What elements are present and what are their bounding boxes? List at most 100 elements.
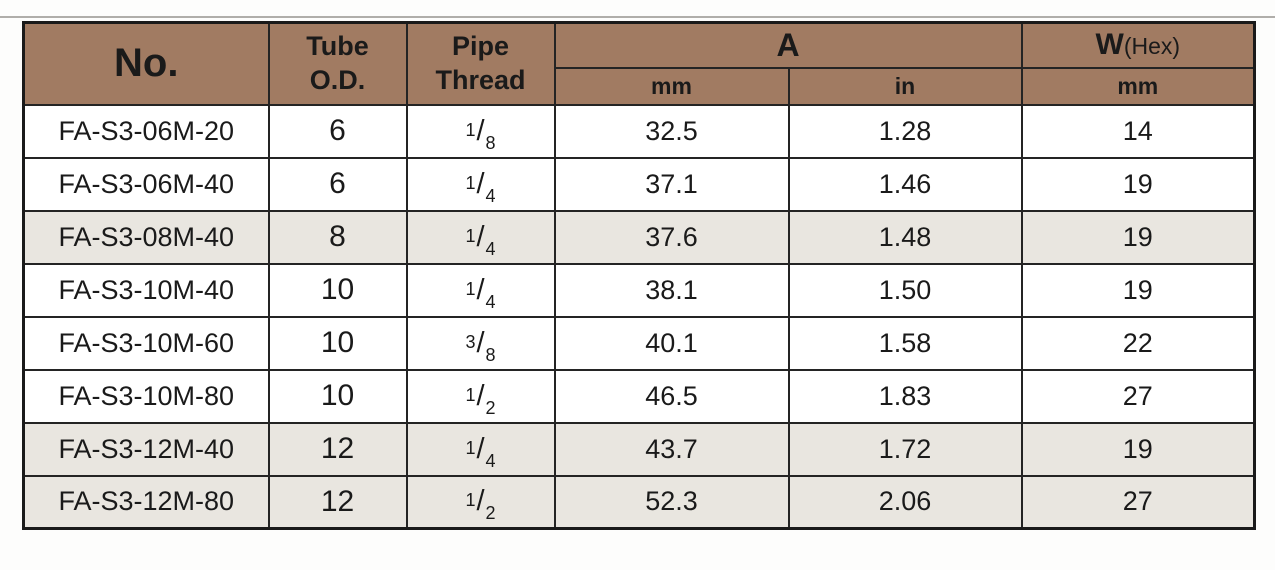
w-mm-cell: 19: [1020, 156, 1256, 212]
thread-denominator: 4: [485, 291, 496, 312]
a-in-cell: 1.48: [787, 209, 1023, 265]
w-mm-cell: 19: [1020, 262, 1256, 318]
part-number-cell: FA-S3-10M-80: [22, 368, 270, 424]
tube-od-cell: 12: [267, 474, 408, 530]
col-header-pipe-thread: Pipe Thread: [405, 21, 556, 106]
col-header-tube-od-line2: O.D.: [309, 64, 366, 95]
table-row: FA-S3-10M-40 10 1/4 38.1 1.50 19: [22, 262, 1256, 318]
part-number-cell: FA-S3-12M-40: [22, 421, 270, 477]
thread-slash: /: [476, 220, 485, 253]
col-header-pipe-thread-line1: Pipe: [451, 31, 510, 61]
spec-table: No. Tube O.D. Pipe Thread A W(Hex) mm in…: [22, 21, 1257, 530]
thread-slash: /: [476, 167, 485, 200]
w-mm-cell: 22: [1020, 315, 1256, 371]
thread-slash: /: [476, 485, 485, 518]
part-number-cell: FA-S3-08M-40: [22, 209, 270, 265]
thread-numerator: 1: [465, 490, 476, 511]
thread-denominator: 4: [485, 450, 496, 471]
thread-numerator: 1: [465, 225, 476, 246]
thread-denominator: 2: [485, 397, 496, 418]
a-mm-cell: 38.1: [553, 262, 790, 318]
a-mm-cell: 32.5: [553, 103, 790, 159]
tube-od-cell: 10: [267, 368, 408, 424]
header-row-2: mm in mm: [24, 66, 1256, 106]
w-mm-cell: 27: [1020, 368, 1256, 424]
col-header-a-mm: mm: [553, 66, 790, 106]
a-in-cell: 1.58: [787, 315, 1023, 371]
col-header-tube-od: Tube O.D.: [267, 21, 408, 106]
tube-od-cell: 6: [267, 103, 408, 159]
a-in-cell: 1.72: [787, 421, 1023, 477]
thread-denominator: 8: [485, 132, 496, 153]
table-header: No. Tube O.D. Pipe Thread A W(Hex) mm in…: [22, 21, 1256, 106]
table-row: FA-S3-06M-40 6 1/4 37.1 1.46 19: [22, 156, 1256, 212]
pipe-thread-cell: 1/4: [405, 262, 556, 318]
thread-denominator: 8: [485, 344, 496, 365]
w-mm-cell: 27: [1020, 474, 1256, 530]
thread-numerator: 1: [465, 278, 476, 299]
pipe-thread-cell: 3/8: [405, 315, 556, 371]
tube-od-cell: 8: [267, 209, 408, 265]
a-in-cell: 1.50: [787, 262, 1023, 318]
table-row: FA-S3-12M-40 12 1/4 43.7 1.72 19: [22, 421, 1256, 477]
thread-numerator: 1: [465, 437, 476, 458]
a-mm-cell: 52.3: [553, 474, 790, 530]
tube-od-cell: 10: [267, 262, 408, 318]
col-header-tube-od-line1: Tube: [306, 31, 369, 61]
part-number-cell: FA-S3-06M-40: [22, 156, 270, 212]
part-number-cell: FA-S3-10M-40: [22, 262, 270, 318]
col-header-no: No.: [22, 21, 270, 106]
a-in-cell: 2.06: [787, 474, 1023, 530]
a-in-cell: 1.83: [787, 368, 1023, 424]
tube-od-cell: 6: [267, 156, 408, 212]
thread-denominator: 2: [485, 503, 496, 524]
pipe-thread-cell: 1/2: [405, 368, 556, 424]
table-row: FA-S3-10M-80 10 1/2 46.5 1.83 27: [22, 368, 1256, 424]
thread-slash: /: [476, 379, 485, 412]
part-number-cell: FA-S3-06M-20: [22, 103, 270, 159]
col-header-w-hex: W(Hex): [1020, 21, 1256, 69]
table-row: FA-S3-12M-80 12 1/2 52.3 2.06 27: [22, 474, 1256, 530]
w-mm-cell: 14: [1020, 103, 1256, 159]
a-mm-cell: 37.6: [553, 209, 790, 265]
col-header-a: A: [553, 21, 1023, 69]
thread-numerator: 1: [465, 384, 476, 405]
thread-numerator: 1: [465, 172, 476, 193]
a-mm-cell: 43.7: [553, 421, 790, 477]
col-header-a-in: in: [787, 66, 1023, 106]
w-mm-cell: 19: [1020, 421, 1256, 477]
thread-slash: /: [476, 326, 485, 359]
table-row: FA-S3-10M-60 10 3/8 40.1 1.58 22: [22, 315, 1256, 371]
part-number-cell: FA-S3-10M-60: [22, 315, 270, 371]
col-header-pipe-thread-line2: Thread: [435, 64, 526, 95]
pipe-thread-cell: 1/4: [405, 156, 556, 212]
col-header-w-label: W: [1095, 28, 1124, 62]
a-mm-cell: 40.1: [553, 315, 790, 371]
thread-slash: /: [476, 114, 485, 147]
page-top-divider: [0, 16, 1275, 18]
tube-od-cell: 10: [267, 315, 408, 371]
table-row: FA-S3-08M-40 8 1/4 37.6 1.48 19: [22, 209, 1256, 265]
pipe-thread-cell: 1/8: [405, 103, 556, 159]
thread-numerator: 3: [465, 331, 476, 352]
thread-denominator: 4: [485, 238, 496, 259]
table-row: FA-S3-06M-20 6 1/8 32.5 1.28 14: [22, 103, 1256, 159]
pipe-thread-cell: 1/2: [405, 474, 556, 530]
col-header-w-mm: mm: [1020, 66, 1256, 106]
thread-numerator: 1: [465, 119, 476, 140]
thread-slash: /: [476, 273, 485, 306]
thread-denominator: 4: [485, 185, 496, 206]
part-number-cell: FA-S3-12M-80: [22, 474, 270, 530]
tube-od-cell: 12: [267, 421, 408, 477]
a-mm-cell: 37.1: [553, 156, 790, 212]
a-in-cell: 1.28: [787, 103, 1023, 159]
pipe-thread-cell: 1/4: [405, 421, 556, 477]
pipe-thread-cell: 1/4: [405, 209, 556, 265]
table-body: FA-S3-06M-20 6 1/8 32.5 1.28 14 FA-S3-06M-40 6 1…: [22, 103, 1256, 530]
w-mm-cell: 19: [1020, 209, 1256, 265]
thread-slash: /: [476, 432, 485, 465]
a-mm-cell: 46.5: [553, 368, 790, 424]
a-in-cell: 1.46: [787, 156, 1023, 212]
header-row-1: No. Tube O.D. Pipe Thread A W(Hex): [22, 21, 1256, 106]
